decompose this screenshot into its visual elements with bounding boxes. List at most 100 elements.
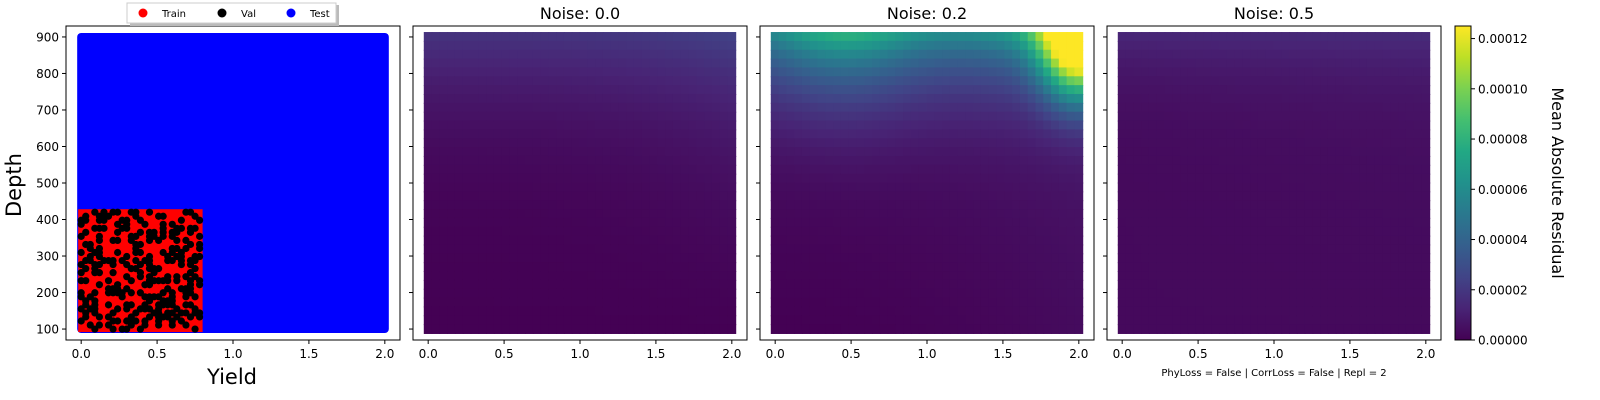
x-tick-label: 0.5	[842, 347, 861, 361]
heatmap-cell	[540, 262, 550, 273]
heatmap-cell	[1250, 182, 1259, 193]
heatmap-cell	[1366, 102, 1376, 113]
heatmap-cell	[1289, 93, 1298, 104]
heatmap-cell	[1074, 67, 1084, 78]
heatmap-cell	[1187, 271, 1197, 281]
heatmap-cell	[926, 279, 936, 290]
heatmap-cell	[727, 253, 737, 264]
heatmap-cell	[973, 147, 982, 157]
heatmap-cell	[957, 288, 967, 299]
heatmap-cell	[918, 279, 928, 290]
heatmap-cell	[1327, 191, 1337, 202]
heatmap-cell	[934, 244, 944, 255]
heatmap-cell	[1405, 129, 1415, 140]
heatmap-cell	[1234, 182, 1244, 193]
heatmap-cell	[973, 262, 982, 273]
heatmap-cell	[1164, 58, 1174, 69]
heatmap-cell	[942, 279, 951, 290]
heatmap-cell	[988, 120, 998, 131]
heatmap-cell	[478, 200, 488, 211]
heatmap-cell	[817, 297, 827, 308]
heatmap-cell	[980, 209, 990, 219]
heatmap-cell	[1234, 102, 1244, 113]
heatmap-cell	[447, 138, 456, 149]
heatmap-cell	[1289, 235, 1298, 246]
heatmap-cell	[1172, 58, 1182, 69]
heatmap-cell	[704, 76, 713, 87]
val-point	[196, 281, 204, 289]
heatmap-cell	[848, 244, 858, 255]
heatmap-cell	[447, 279, 456, 290]
heatmap-cell	[579, 200, 589, 211]
heatmap-cell	[462, 226, 472, 237]
heatmap-cell	[864, 244, 874, 255]
heatmap-cell	[856, 253, 866, 264]
heatmap-cell	[1066, 253, 1076, 264]
heatmap-cell	[571, 155, 581, 166]
heatmap-cell	[1250, 67, 1259, 78]
heatmap-cell	[454, 155, 464, 166]
heatmap-cell	[1164, 129, 1174, 140]
heatmap-cell	[711, 173, 721, 184]
heatmap-cell	[872, 209, 881, 219]
heatmap-cell	[556, 235, 565, 246]
heatmap-cell	[1312, 49, 1322, 60]
heatmap-cell	[1074, 102, 1084, 113]
heatmap-cell	[439, 217, 449, 228]
heatmap-cell	[1398, 40, 1407, 51]
heatmap-cell	[879, 58, 889, 69]
heatmap-cell	[1019, 173, 1029, 184]
heatmap-cell	[1390, 253, 1400, 264]
heatmap-cell	[454, 262, 464, 273]
heatmap-cell	[864, 138, 874, 149]
heatmap-cell	[825, 76, 835, 87]
heatmap-cell	[1117, 306, 1127, 317]
heatmap-cell	[1156, 32, 1166, 42]
heatmap-cell	[965, 226, 975, 237]
heatmap-cell	[872, 49, 881, 60]
heatmap-cell	[794, 111, 803, 122]
heatmap-cell	[696, 111, 706, 122]
heatmap-cell	[486, 324, 495, 334]
heatmap-cell	[540, 129, 550, 140]
heatmap-cell	[949, 76, 959, 87]
heatmap-cell	[1172, 76, 1182, 87]
heatmap-cell	[1304, 297, 1314, 308]
val-point	[109, 325, 117, 333]
heatmap-cell	[1211, 288, 1221, 299]
heatmap-cell	[439, 235, 449, 246]
heatmap-cell	[1219, 102, 1228, 113]
heatmap-cell	[1051, 297, 1060, 308]
heatmap-cell	[794, 67, 803, 78]
heatmap-cell	[973, 200, 982, 211]
heatmap-cell	[778, 244, 788, 255]
heatmap-cell	[1066, 155, 1076, 166]
heatmap-cell	[809, 288, 819, 299]
heatmap-cell	[587, 191, 597, 202]
heatmap-cell	[727, 217, 737, 228]
heatmap-cell	[1382, 200, 1392, 211]
heatmap-cell	[833, 67, 842, 78]
heatmap-cell	[1390, 129, 1400, 140]
heatmap-cell	[649, 279, 659, 290]
heatmap-cell	[618, 155, 628, 166]
heatmap-cell	[525, 226, 534, 237]
heatmap-cell	[794, 155, 803, 166]
heatmap-cell	[996, 306, 1006, 317]
heatmap-cell	[1382, 235, 1392, 246]
heatmap-cell	[1133, 209, 1143, 219]
heatmap-cell	[770, 129, 780, 140]
heatmap-cell	[579, 120, 589, 131]
heatmap-cell	[926, 32, 936, 42]
heatmap-cell	[1366, 85, 1376, 95]
heatmap-cell	[1125, 182, 1135, 193]
heatmap-cell	[1117, 200, 1127, 211]
heatmap-cell	[548, 315, 558, 326]
heatmap-cell	[633, 324, 643, 334]
heatmap-cell	[833, 58, 842, 69]
heatmap-cell	[1335, 49, 1345, 60]
heatmap-cell	[704, 271, 713, 281]
heatmap-cell	[1234, 271, 1244, 281]
heatmap-cell	[1242, 120, 1252, 131]
